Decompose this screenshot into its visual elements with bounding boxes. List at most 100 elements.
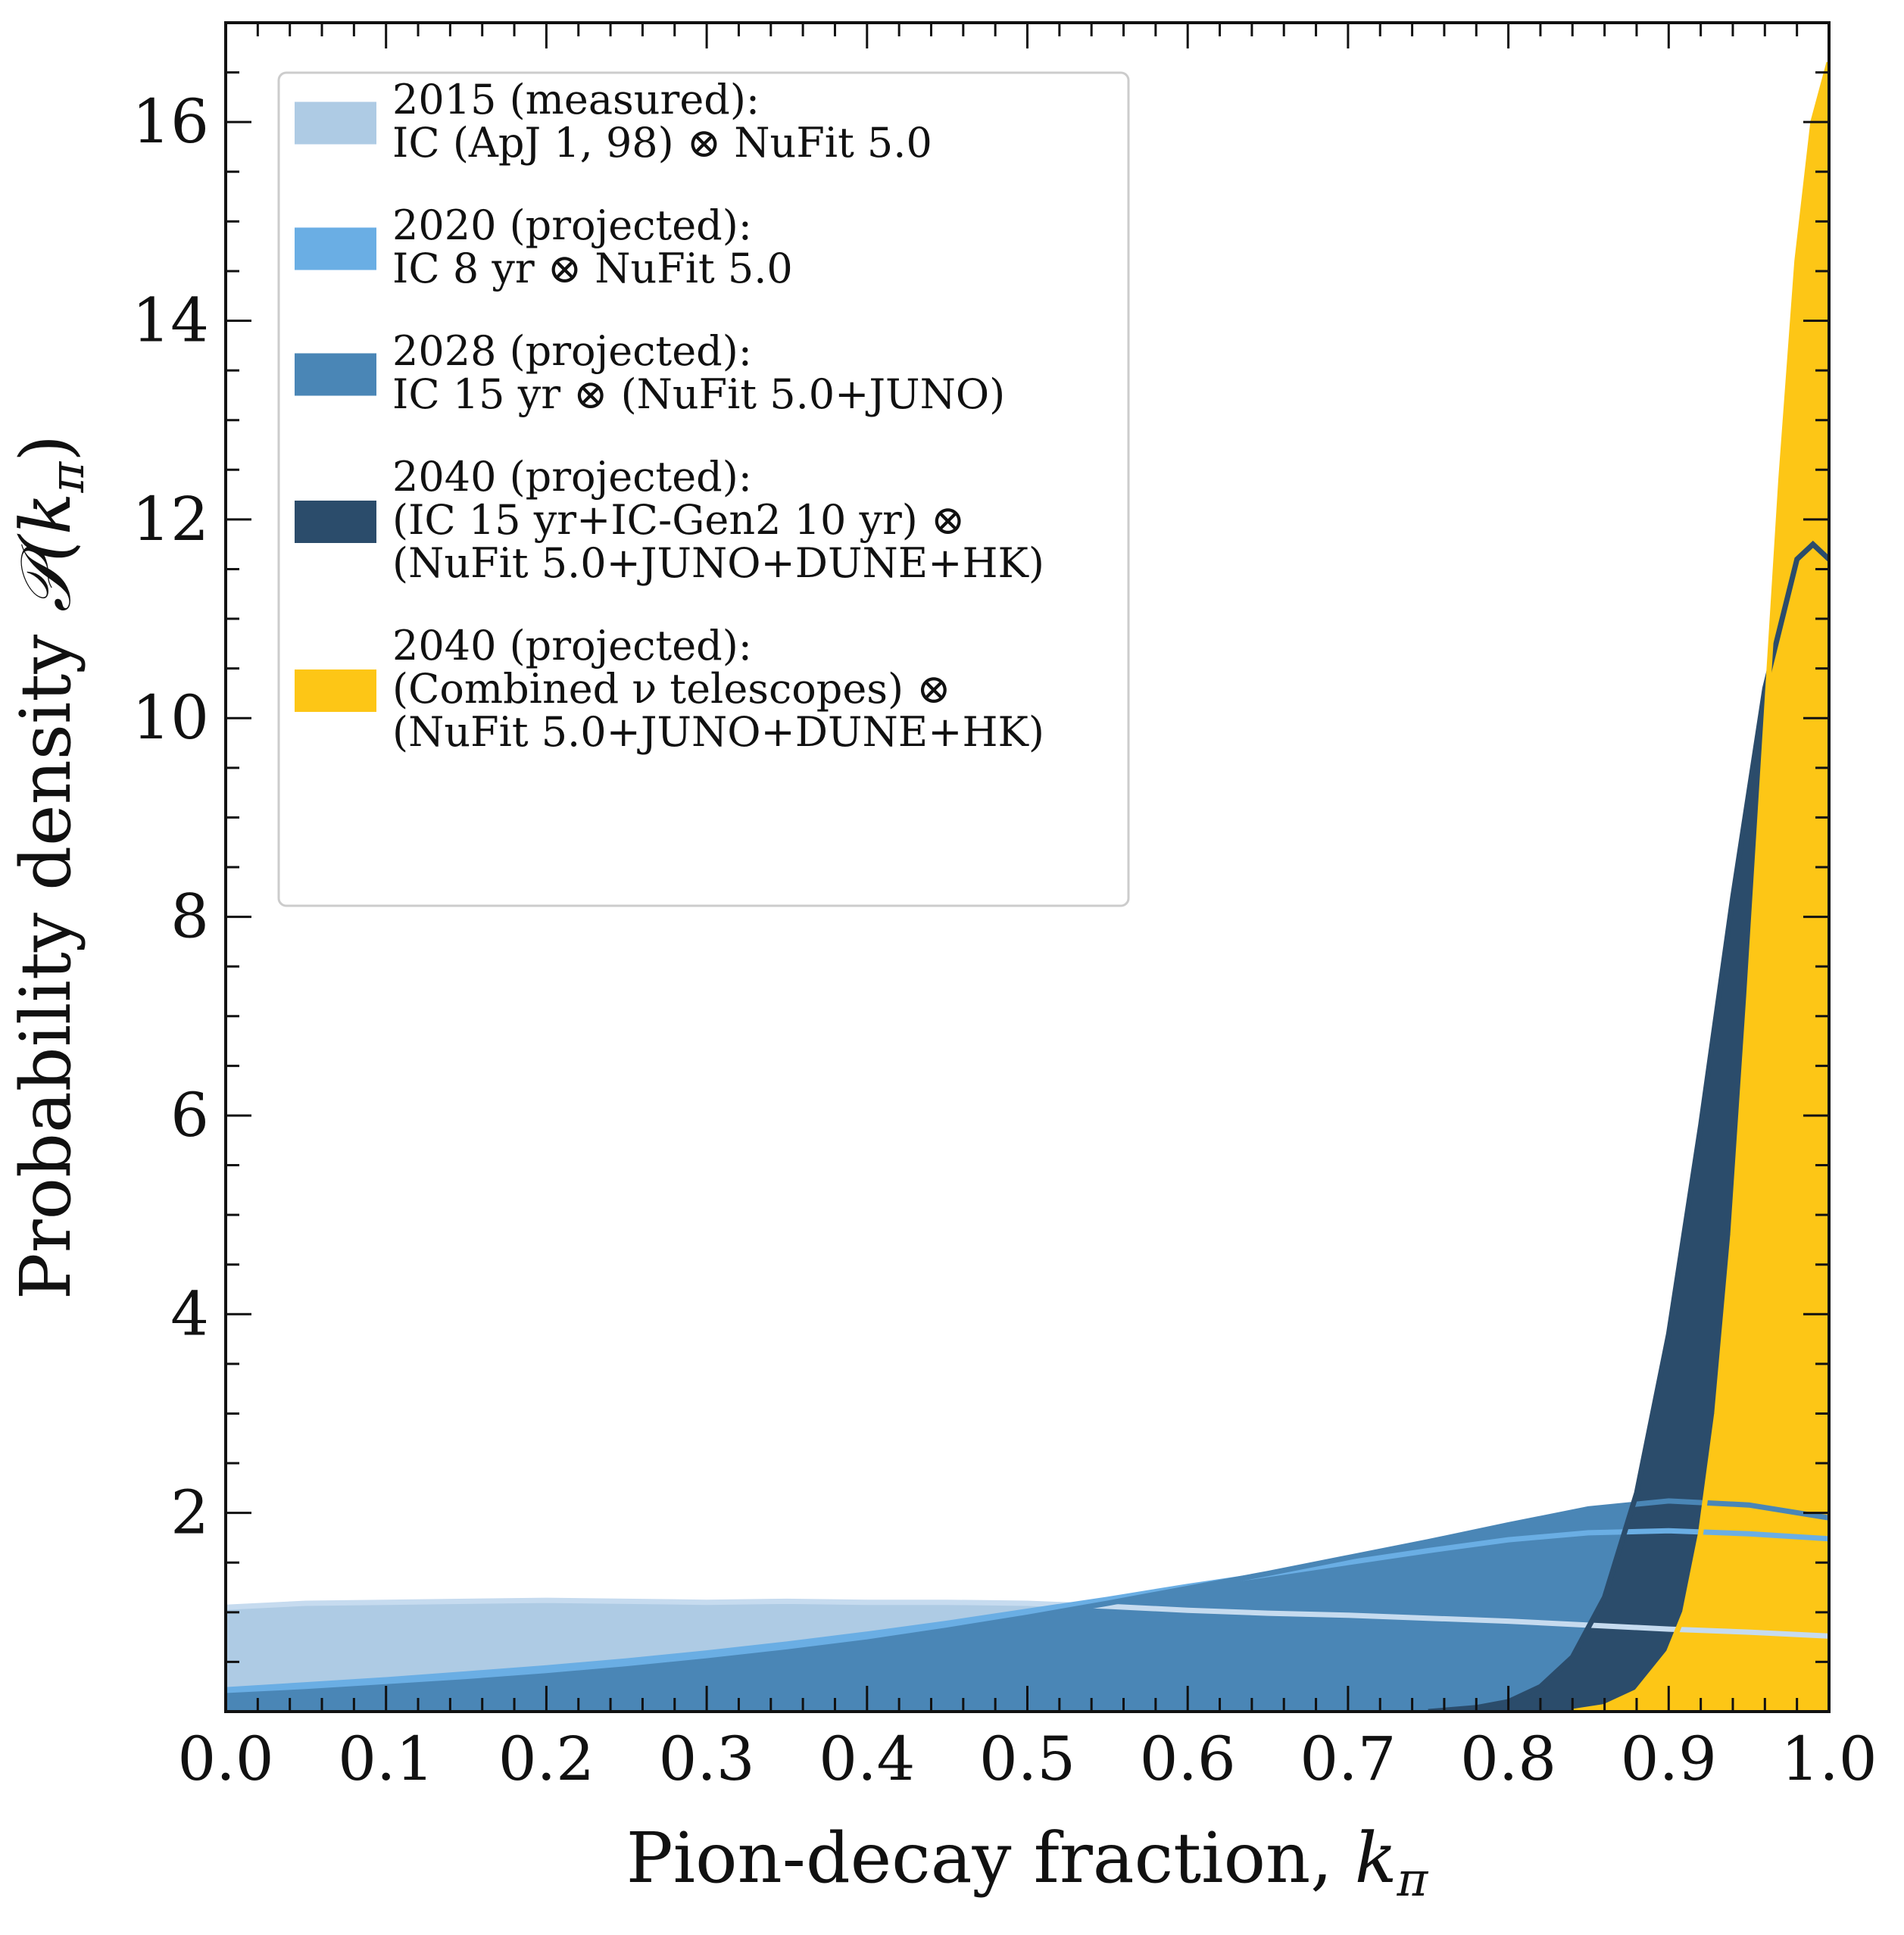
legend-label-4: (Combined ν telescopes) ⊗: [392, 665, 950, 713]
series-1-point-10: [1026, 1610, 1028, 1612]
series-2-point-10: [1026, 1616, 1028, 1618]
series-3-point-9: [1732, 896, 1734, 898]
series-area-2: [226, 1500, 1829, 1712]
series-1-point-5: [626, 1660, 628, 1662]
series-4-point-8: [1748, 995, 1750, 997]
series-2-point-8: [866, 1641, 868, 1643]
series-2-point-17: [1587, 1508, 1590, 1510]
y-tick-label: 2: [170, 1478, 209, 1548]
x-tick-label: 0.9: [1621, 1724, 1717, 1794]
plot-frame: [224, 21, 1831, 1713]
series-1-point-14: [1347, 1562, 1349, 1564]
tick-labels: 0.0 0.1 0.2 0.3 0.4 0.5 0.6 0.7 0.8 0.9 1.0 2 4 6 8 10 1…: [132, 86, 1877, 1794]
series-3-point-6: [1636, 1492, 1637, 1494]
series-1-point-19: [1748, 1533, 1750, 1535]
series-2-point-14: [1347, 1556, 1349, 1559]
x-tick-label: 0.8: [1460, 1724, 1556, 1794]
x-tick-label: 0.5: [979, 1724, 1075, 1794]
legend-label-2: 2028 (projected):: [392, 327, 752, 375]
x-tick-label: 0.7: [1300, 1724, 1396, 1794]
series-2-point-5: [626, 1668, 628, 1670]
series-4-point-5: [1700, 1531, 1702, 1534]
series-0-point-1: [304, 1603, 307, 1604]
series-1-point-16: [1507, 1539, 1509, 1541]
legend-label-3: (NuFit 5.0+JUNO+DUNE+HK): [392, 539, 1044, 587]
x-axis-title: Pion-decay fraction, kπ: [626, 1818, 1429, 1907]
series-3-point-7: [1668, 1333, 1670, 1335]
y-tick-label: 4: [170, 1278, 209, 1349]
y-tick-label: 8: [170, 882, 209, 952]
series-4-point-2: [1636, 1690, 1637, 1693]
legend-swatch-3: [295, 501, 376, 543]
series-1-point-3: [465, 1673, 467, 1675]
series-4-point-7: [1732, 1234, 1734, 1236]
series-2-point-13: [1267, 1572, 1269, 1575]
series-1-point-8: [866, 1633, 868, 1635]
series-line-4: [1572, 61, 1829, 1712]
legend-label-1: 2020 (projected):: [392, 201, 752, 249]
series-4-point-10: [1780, 479, 1782, 481]
series-1-point-1: [304, 1684, 307, 1686]
x-tick-label: 0.0: [177, 1724, 273, 1794]
series-1-point-4: [545, 1667, 548, 1669]
series-4-point-6: [1715, 1412, 1718, 1415]
series-2-point-19: [1748, 1504, 1750, 1506]
series-area-4: [1572, 62, 1829, 1712]
series-0-point-7: [785, 1600, 788, 1603]
legend-swatch-1: [295, 227, 376, 270]
legend-label-2: IC 15 yr ⊗ (NuFit 5.0+JUNO): [392, 370, 1005, 418]
x-tick-label: 0.1: [338, 1724, 434, 1794]
series-0-point-10: [1026, 1603, 1028, 1604]
legend-swatch-0: [295, 101, 376, 145]
series-0-point-13: [1267, 1612, 1269, 1615]
series-0-point-18: [1668, 1628, 1670, 1631]
x-tick-label: 0.2: [498, 1724, 595, 1794]
legend-label-1: IC 8 yr ⊗ NuFit 5.0: [392, 245, 793, 292]
legend-label-0: IC (ApJ 1, 98) ⊗ NuFit 5.0: [392, 119, 932, 167]
x-tick-label: 0.6: [1140, 1724, 1236, 1794]
series-0-point-8: [866, 1601, 868, 1603]
series-2-point-11: [1107, 1603, 1109, 1604]
series-2-point-12: [1187, 1587, 1189, 1590]
series-0-point-14: [1347, 1614, 1349, 1616]
legend-label-3: (IC 15 yr+IC-Gen2 10 yr) ⊗: [392, 496, 965, 544]
series-2-point-3: [465, 1681, 467, 1683]
series-1-point-15: [1427, 1550, 1429, 1552]
series-3-point-11: [1796, 558, 1798, 560]
legend-label-3: 2040 (projected):: [392, 453, 752, 501]
series-2-point-9: [946, 1629, 948, 1631]
series-1-point-9: [946, 1622, 948, 1624]
series-1-point-17: [1587, 1531, 1590, 1534]
series-layer: [226, 61, 1829, 1712]
series-0-point-15: [1427, 1617, 1429, 1619]
series-4-point-11: [1796, 260, 1798, 262]
x-tick-label: 0.4: [819, 1724, 915, 1794]
series-0-point-9: [946, 1601, 948, 1603]
series-2-point-1: [304, 1690, 307, 1693]
y-tick-label: 16: [132, 86, 209, 157]
series-3-point-3: [1539, 1686, 1541, 1688]
y-tick-label: 6: [170, 1080, 209, 1150]
x-tick-label: 0.3: [658, 1724, 754, 1794]
series-0-point-3: [465, 1600, 467, 1603]
series-4-point-9: [1764, 737, 1766, 739]
series-0-point-19: [1748, 1631, 1750, 1634]
legend-swatch-2: [295, 353, 376, 396]
series-3-point-10: [1764, 687, 1766, 689]
legend-label-4: 2040 (projected):: [392, 622, 752, 669]
y-tick-label: 12: [132, 484, 209, 554]
series-1-point-6: [706, 1652, 708, 1654]
legend-swatch-4: [295, 669, 376, 712]
legend: 2015 (measured):IC (ApJ 1, 98) ⊗ NuFit 5…: [277, 71, 1130, 907]
series-0-point-4: [545, 1599, 548, 1602]
series-2-point-15: [1427, 1540, 1429, 1543]
series-0-point-5: [626, 1600, 628, 1603]
series-0-point-16: [1507, 1620, 1509, 1622]
series-0-point-12: [1187, 1609, 1189, 1612]
y-tick-label: 10: [132, 682, 209, 753]
series-line-3: [1428, 540, 1829, 1712]
legend-label-0: 2015 (measured):: [392, 76, 760, 123]
series-3-point-12: [1812, 543, 1814, 545]
y-tick-label: 14: [132, 286, 209, 356]
